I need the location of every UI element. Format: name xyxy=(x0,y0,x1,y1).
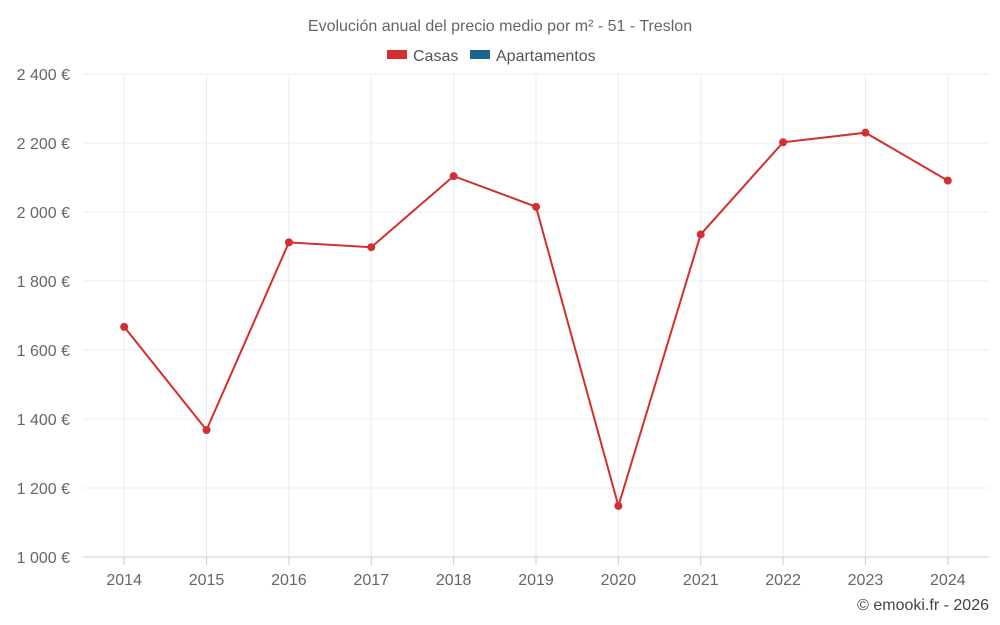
y-tick-label: 2 000 € xyxy=(17,205,70,222)
x-tick-label: 2021 xyxy=(683,572,719,589)
x-tick-label: 2020 xyxy=(601,572,637,589)
data-point-2023[interactable] xyxy=(861,128,870,137)
x-tick-label: 2022 xyxy=(765,572,801,589)
legend-item-apartamentos[interactable]: Apartamentos xyxy=(470,48,596,65)
data-point-2014[interactable] xyxy=(120,322,129,331)
y-tick-label: 2 400 € xyxy=(17,67,70,84)
data-point-2019[interactable] xyxy=(532,202,540,211)
data-point-2015[interactable] xyxy=(202,426,211,435)
x-tick-label: 2017 xyxy=(353,572,389,589)
chart-title: Evolución anual del precio medio por m² … xyxy=(308,18,692,35)
legend: Casas Apartamentos xyxy=(387,48,596,65)
credit-text: © emooki.fr - 2026 xyxy=(857,597,989,614)
y-tick-label: 1 200 € xyxy=(17,481,70,498)
x-tick-label: 2024 xyxy=(930,572,966,589)
data-point-2020[interactable] xyxy=(614,501,623,510)
legend-item-casas[interactable]: Casas xyxy=(387,48,458,65)
legend-label-casas: Casas xyxy=(413,48,458,65)
x-axis: 2014 2015 2016 2017 2018 2019 2020 2021 2022 2023… xyxy=(83,556,989,589)
data-point-2022[interactable] xyxy=(779,138,788,147)
y-tick-label: 1 400 € xyxy=(17,412,70,429)
series-casas xyxy=(120,128,952,510)
y-tick-label: 1 000 € xyxy=(17,550,70,567)
legend-swatch-apartamentos xyxy=(470,50,490,59)
x-tick-label: 2019 xyxy=(518,572,554,589)
grid-lines xyxy=(83,73,989,557)
y-axis: 1 000 € 1 200 € 1 400 € 1 600 € 1 800 € 2 000… xyxy=(17,67,70,567)
data-point-2024[interactable] xyxy=(943,176,952,185)
legend-label-apartamentos: Apartamentos xyxy=(496,48,596,65)
y-tick-label: 1 800 € xyxy=(17,274,70,291)
data-point-2017[interactable] xyxy=(367,243,376,252)
x-tick-label: 2014 xyxy=(106,572,142,589)
data-point-2021[interactable] xyxy=(696,230,705,239)
x-tick-label: 2018 xyxy=(436,572,472,589)
legend-swatch-casas xyxy=(387,50,407,59)
x-tick-label: 2015 xyxy=(189,572,225,589)
y-tick-label: 1 600 € xyxy=(17,343,70,360)
x-tick-label: 2023 xyxy=(848,572,884,589)
y-tick-label: 2 200 € xyxy=(17,136,70,153)
data-point-2018[interactable] xyxy=(449,172,458,181)
x-tick-label: 2016 xyxy=(271,572,307,589)
data-point-2016[interactable] xyxy=(284,238,293,247)
